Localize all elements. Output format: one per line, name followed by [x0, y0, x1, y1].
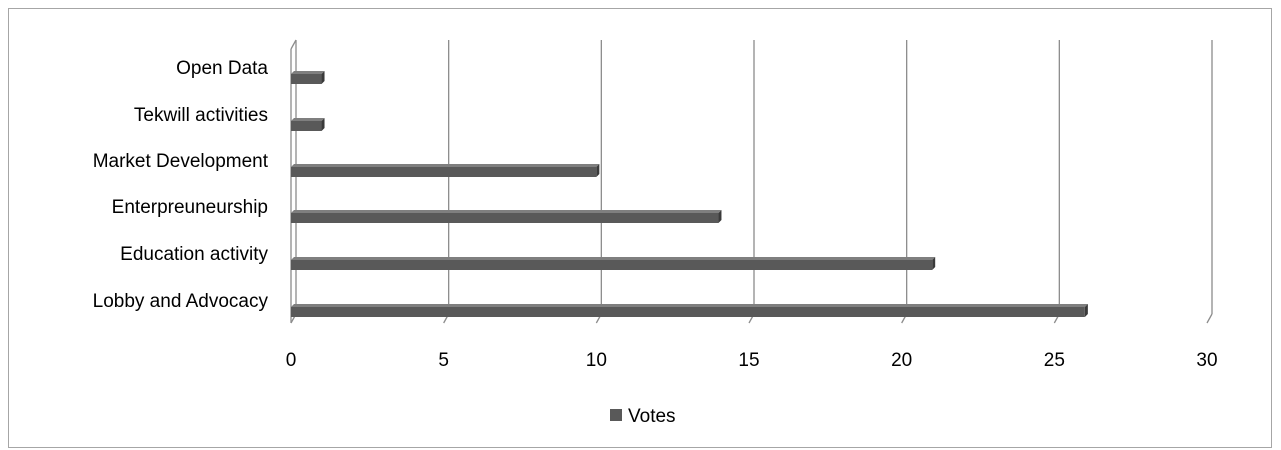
category-label: Tekwill activities: [134, 105, 268, 126]
legend: Votes: [610, 406, 676, 427]
x-axis-ticks: 0 5 10 15 20 25 30: [286, 350, 1218, 371]
gridline: [443, 40, 450, 324]
chart-frame: [8, 8, 1272, 448]
bars: [291, 71, 1088, 317]
bar-market-development: [291, 164, 600, 177]
category-label: Lobby and Advocacy: [93, 291, 269, 312]
legend-swatch: [610, 409, 622, 421]
x-tick-label: 25: [1044, 350, 1065, 371]
x-tick-label: 5: [438, 350, 449, 371]
gridline: [1206, 40, 1213, 324]
gridline: [748, 40, 755, 324]
x-tick-label: 0: [286, 350, 297, 371]
gridlines: [290, 39, 1213, 324]
x-tick-label: 20: [891, 350, 912, 371]
x-tick-label: 30: [1196, 350, 1217, 371]
bar-open-data: [291, 71, 325, 84]
x-tick-label: 10: [586, 350, 607, 371]
x-tick-label: 15: [738, 350, 759, 371]
bar-lobby-and-advocacy: [291, 304, 1088, 317]
category-label: Market Development: [93, 151, 269, 172]
category-label: Open Data: [176, 58, 268, 79]
gridline: [1053, 40, 1060, 324]
bar-tekwill-activities: [291, 118, 325, 131]
legend-label: Votes: [628, 406, 676, 427]
gridline: [595, 40, 602, 324]
gridline: [901, 40, 908, 324]
bar-education-activity: [291, 257, 936, 270]
category-label: Education activity: [120, 244, 268, 265]
left-axis-top: [290, 39, 297, 50]
category-labels: Open Data Tekwill activities Market Develo…: [93, 58, 269, 312]
category-label: Enterpreuneurship: [112, 197, 268, 218]
bar-enterpreuneurship: [291, 210, 722, 223]
